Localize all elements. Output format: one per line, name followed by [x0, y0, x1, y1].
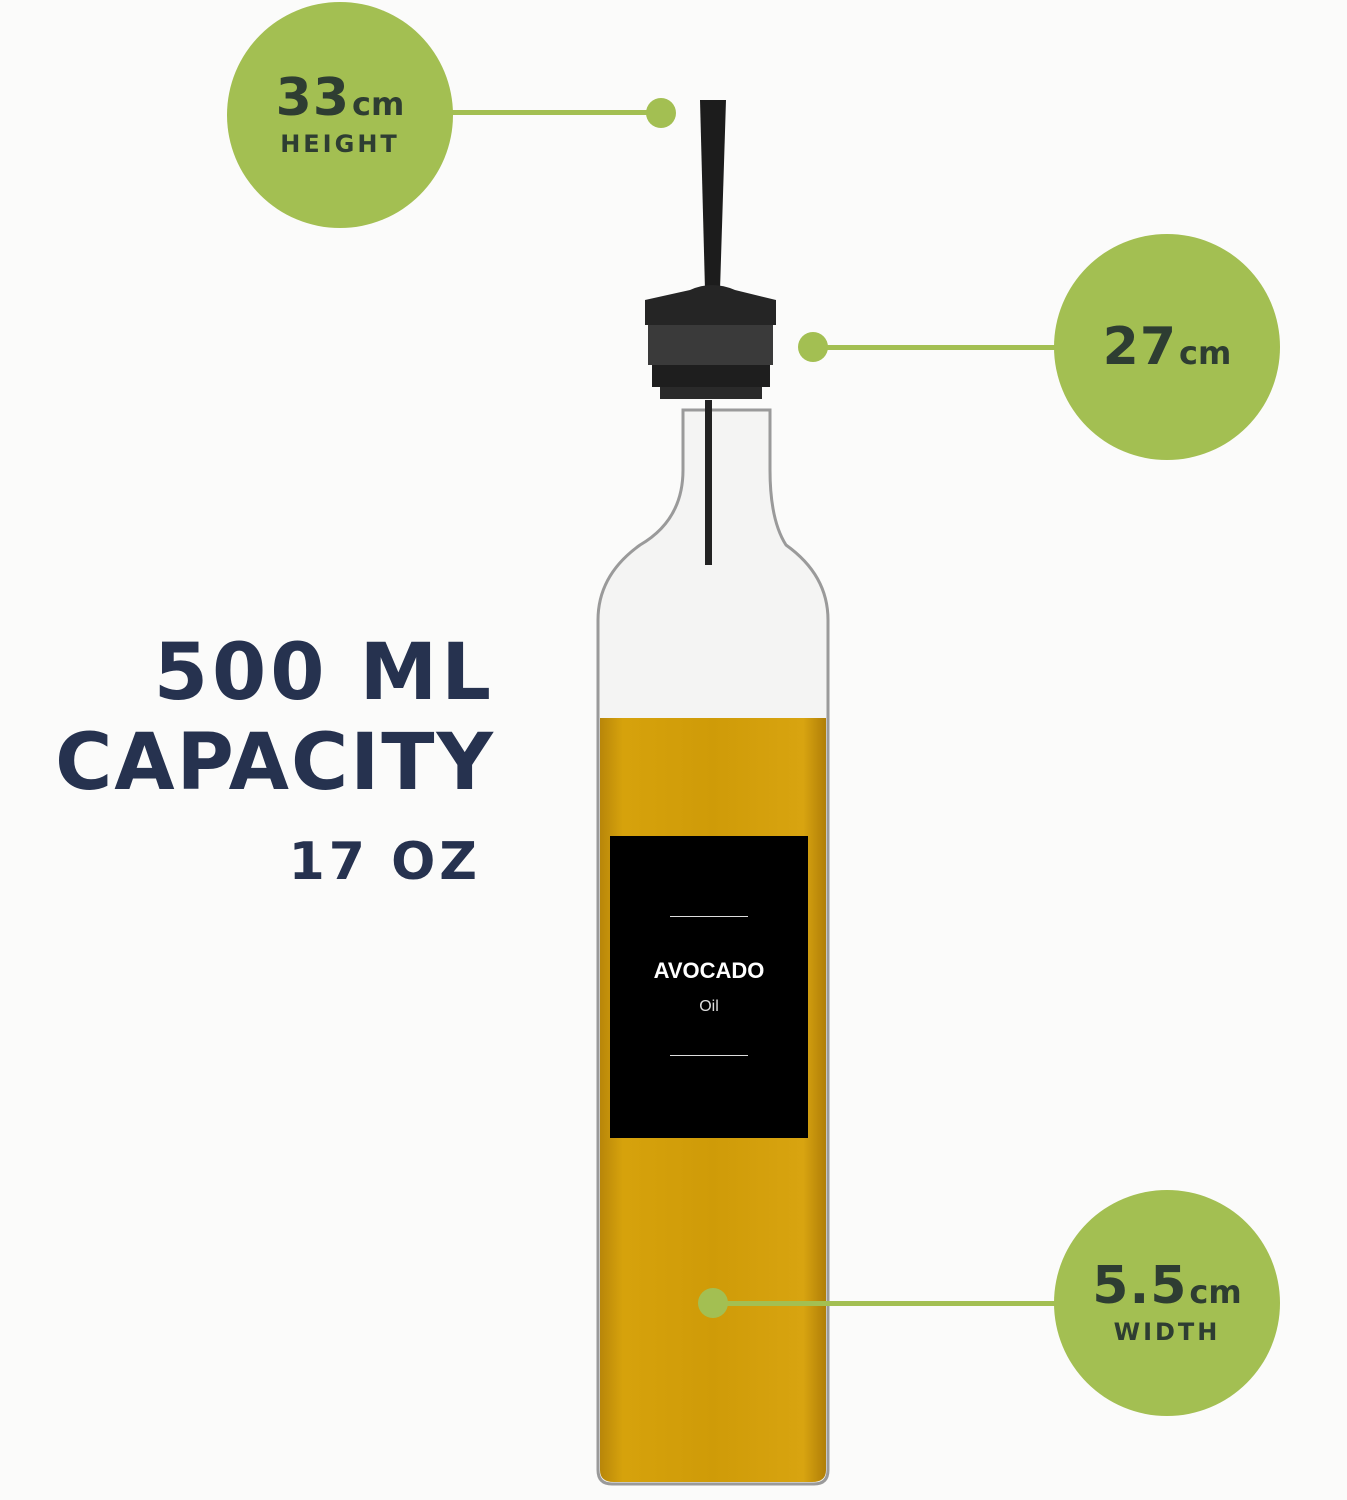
- pourer-cap: [645, 285, 776, 325]
- width-label: WIDTH: [1113, 1318, 1221, 1346]
- label-rule: [670, 916, 748, 917]
- width-unit: cm: [1189, 1273, 1242, 1311]
- neck-height-value: 27: [1102, 317, 1178, 377]
- label-subtitle: Oil: [699, 998, 719, 1015]
- neck-height-badge: 27cm: [1054, 234, 1280, 460]
- height-callout-dot: [646, 98, 676, 128]
- capacity-imperial: 17 OZ: [288, 832, 481, 892]
- bottle-label: AVOCADO Oil: [610, 836, 808, 1138]
- pourer-spout: [700, 100, 726, 290]
- height-value: 33: [275, 68, 351, 128]
- height-callout-line: [450, 110, 660, 115]
- width-value: 5.5: [1092, 1256, 1188, 1316]
- capacity-label: CAPACITY: [55, 718, 495, 808]
- label-title: AVOCADO: [653, 958, 765, 983]
- pourer-collar: [648, 325, 773, 365]
- height-unit: cm: [352, 85, 405, 123]
- width-callout-line: [715, 1301, 1060, 1306]
- neck-callout-dot: [798, 332, 828, 362]
- height-badge: 33cm HEIGHT: [227, 2, 453, 228]
- neck-height-unit: cm: [1179, 334, 1232, 372]
- width-badge: 5.5cm WIDTH: [1054, 1190, 1280, 1416]
- height-label: HEIGHT: [280, 130, 400, 158]
- neck-callout-line: [815, 345, 1060, 350]
- capacity-volume: 500 ML: [153, 628, 495, 718]
- label-rule: [670, 1055, 748, 1056]
- width-callout-dot: [698, 1288, 728, 1318]
- pourer-tube: [705, 400, 712, 565]
